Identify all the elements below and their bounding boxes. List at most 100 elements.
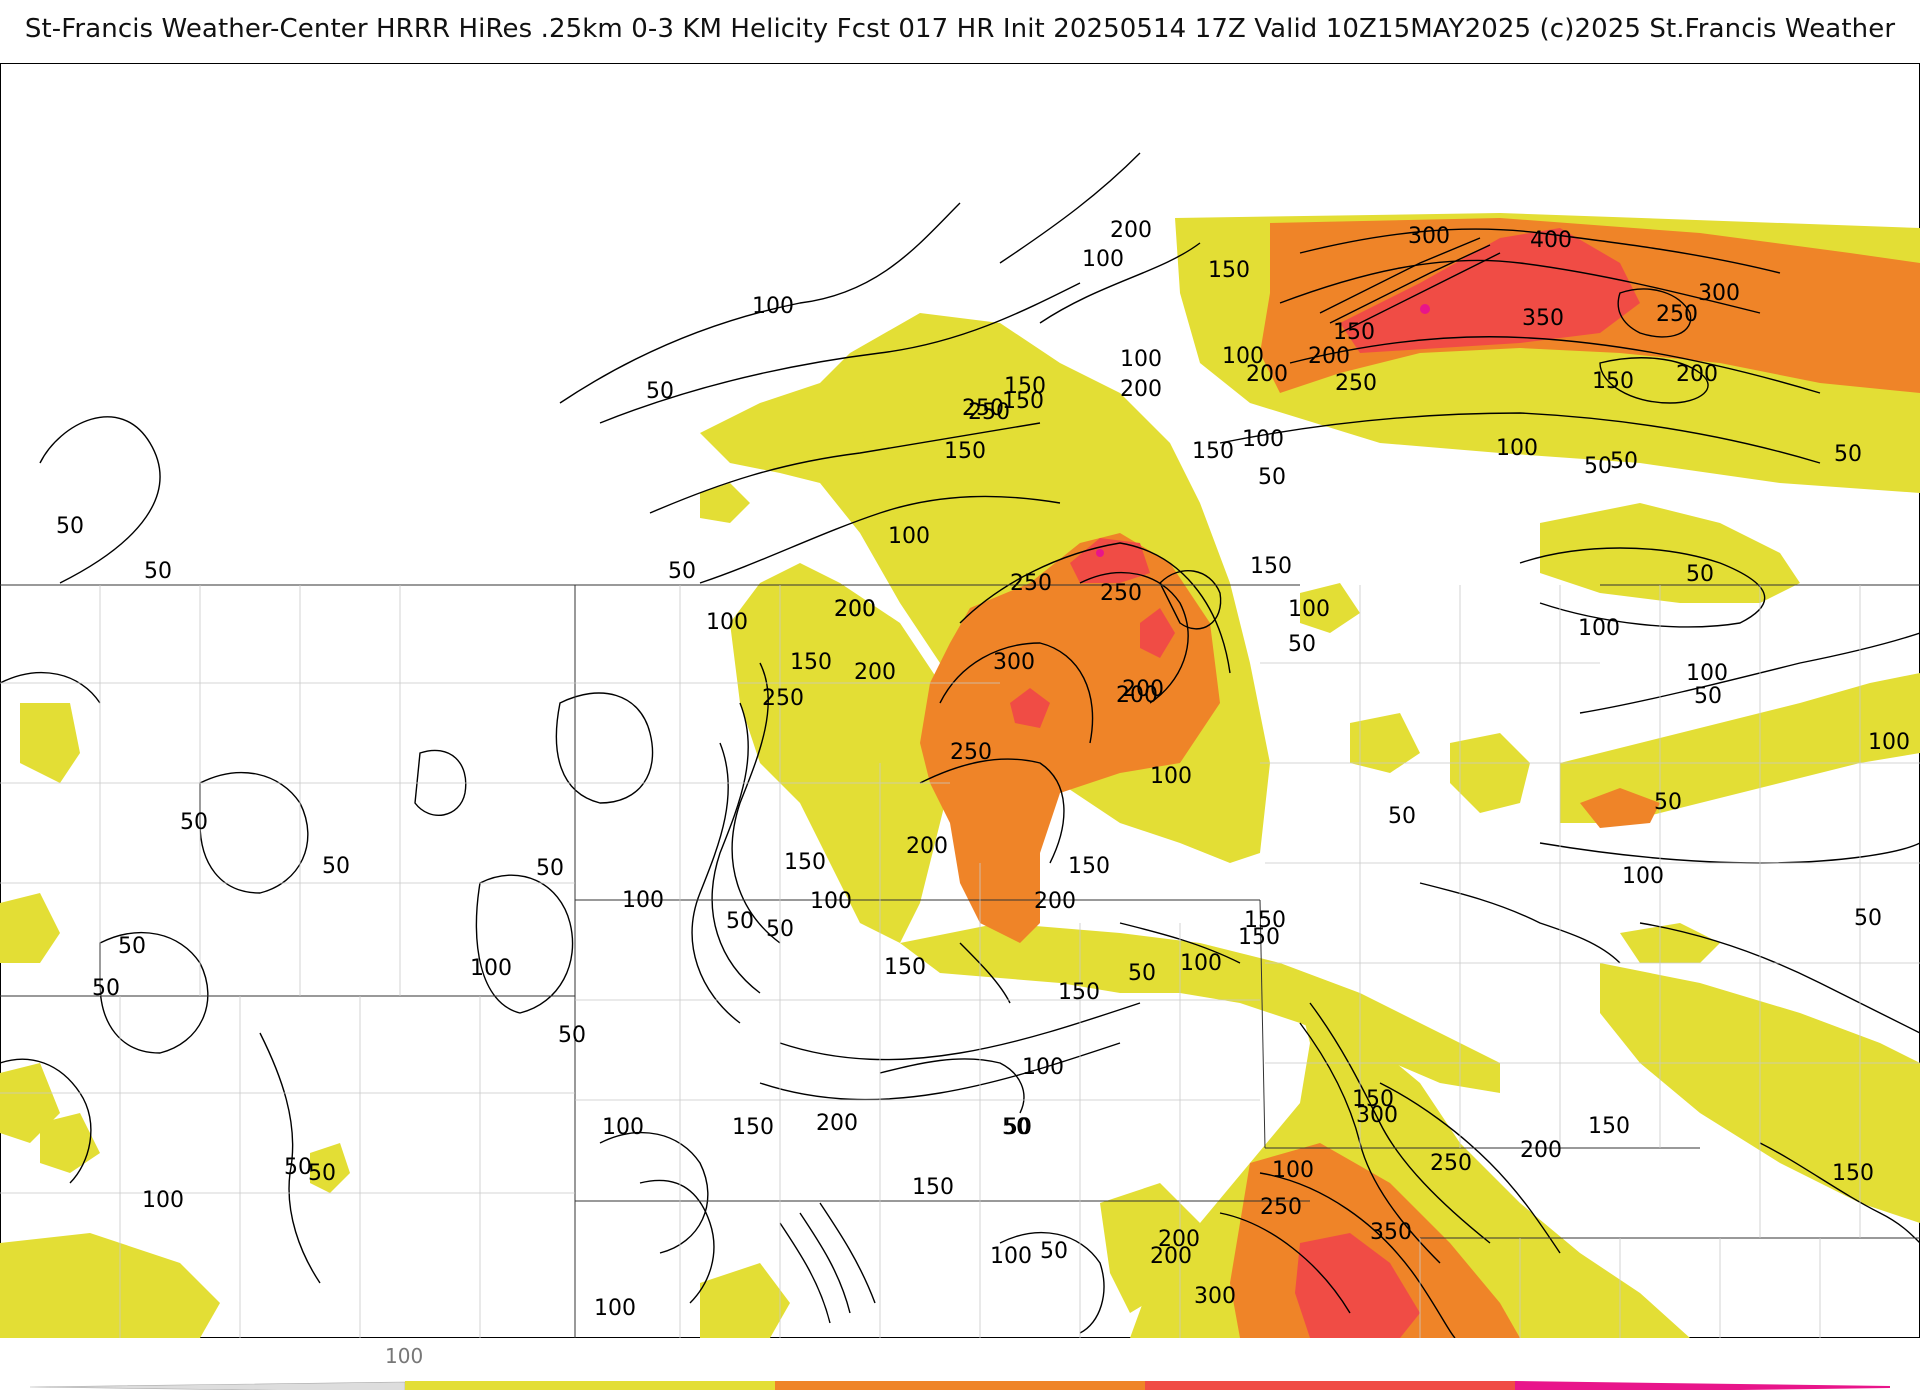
contour-label: 100 [142,1188,184,1213]
contour-label: 150 [1333,320,1375,345]
contour-label: 50 [1004,1115,1032,1140]
contour-label: 100 [1622,864,1664,889]
state-borders [0,584,1920,1338]
contour-label: 150 [1004,374,1046,399]
contour-label: 50 [536,856,564,881]
contour-label: 50 [1002,1115,1030,1140]
contour-label: 200 [1308,344,1350,369]
contour-label: 50 [1854,906,1882,931]
contour-label: 250 [962,396,1004,421]
contour-label: 100 [602,1115,644,1140]
contour-label: 150 [1588,1114,1630,1139]
legend-band-100 [405,1381,775,1390]
contour-label: 200 [834,597,876,622]
contour-label: 200 [906,834,948,859]
legend-band-400 [1515,1381,1890,1390]
contour-label: 50 [1040,1239,1068,1264]
contour-label: 150 [1192,439,1234,464]
contour-label: 250 [968,400,1010,425]
contour-label: 200 [1676,362,1718,387]
contour-label: 200 [1158,1227,1200,1252]
contour-label: 200 [816,1111,858,1136]
helicity-shade-100 [0,213,1920,1338]
contour-label: 100 [1082,247,1124,272]
county-borders [0,585,1920,1338]
legend-band-200 [775,1381,1145,1390]
contour-label: 250 [950,740,992,765]
contour-label: 50 [1694,684,1722,709]
contour-label: 150 [884,955,926,980]
contour-label: 200 [1122,677,1164,702]
contour-label: 50 [1128,961,1156,986]
contour-label: 50 [56,514,84,539]
contour-label: 200 [1150,1244,1192,1269]
contour-label: 150 [1208,258,1250,283]
contour-label: 50 [144,559,172,584]
contour-label: 150 [1250,554,1292,579]
contour-labels: 200 100 150 300 400 300 350 250 100 50 1… [56,218,1910,1321]
contour-label: 50 [1834,442,1862,467]
color-scale-legend: 100 [29,1344,1890,1390]
contour-label: 200 [1110,218,1152,243]
contour-label: 50 [322,854,350,879]
contour-label: 250 [1100,581,1142,606]
contour-label: 50 [668,559,696,584]
contour-label: 100 [752,294,794,319]
contour-label: 100 [810,889,852,914]
contour-label: 150 [732,1115,774,1140]
contour-label: 200 [1246,362,1288,387]
contour-label: 200 [1520,1138,1562,1163]
contour-label: 50 [646,379,674,404]
contour-label: 100 [1242,427,1284,452]
contour-label: 50 [284,1155,312,1180]
contour-label: 50 [118,934,146,959]
contour-label: 100 [1272,1158,1314,1183]
contour-label: 100 [1180,951,1222,976]
contour-label: 150 [1002,389,1044,414]
contour-label: 250 [1260,1195,1302,1220]
contour-label: 200 [854,660,896,685]
contour-label: 100 [1120,347,1162,372]
contour-label: 100 [1222,344,1264,369]
contour-label: 250 [1430,1151,1472,1176]
helicity-shade-400 [1096,304,1430,557]
contour-label: 300 [1408,224,1450,249]
contour-label: 300 [993,650,1035,675]
contour-label: 50 [1388,804,1416,829]
contour-label: 50 [766,917,794,942]
helicity-shade-300 [1010,228,1640,1338]
contour-label: 100 [888,524,930,549]
contour-label: 100 [470,956,512,981]
contour-label: 100 [1288,597,1330,622]
contour-label: 100 [594,1296,636,1321]
contour-label: 250 [1656,302,1698,327]
contour-label: 200 [834,597,876,622]
contour-label: 150 [1058,980,1100,1005]
contour-label: 250 [1335,371,1377,396]
contour-label: 300 [1356,1103,1398,1128]
contour-label: 50 [1686,562,1714,587]
contour-label: 100 [1150,764,1192,789]
contour-label: 150 [790,650,832,675]
contour-label: 150 [944,439,986,464]
contour-label: 350 [1522,306,1564,331]
contour-label: 300 [1194,1284,1236,1309]
contour-label: 150 [1068,854,1110,879]
contour-label: 250 [1010,571,1052,596]
contour-label: 100 [622,888,664,913]
contour-label: 50 [1258,465,1286,490]
contour-label: 200 [1120,377,1162,402]
contour-label: 100 [706,610,748,635]
contour-label: 50 [726,909,754,934]
contour-label: 100 [1686,661,1728,686]
contour-label: 50 [308,1161,336,1186]
legend-tick-label: 100 [385,1344,423,1368]
contour-label: 50 [1584,454,1612,479]
contour-label: 100 [1578,616,1620,641]
helicity-map: 200 100 150 300 400 300 350 250 100 50 1… [0,63,1920,1338]
contour-label: 150 [784,850,826,875]
contour-label: 150 [1244,908,1286,933]
contour-label: 50 [92,976,120,1001]
contour-label: 150 [912,1175,954,1200]
legend-taper-low [29,1381,406,1390]
